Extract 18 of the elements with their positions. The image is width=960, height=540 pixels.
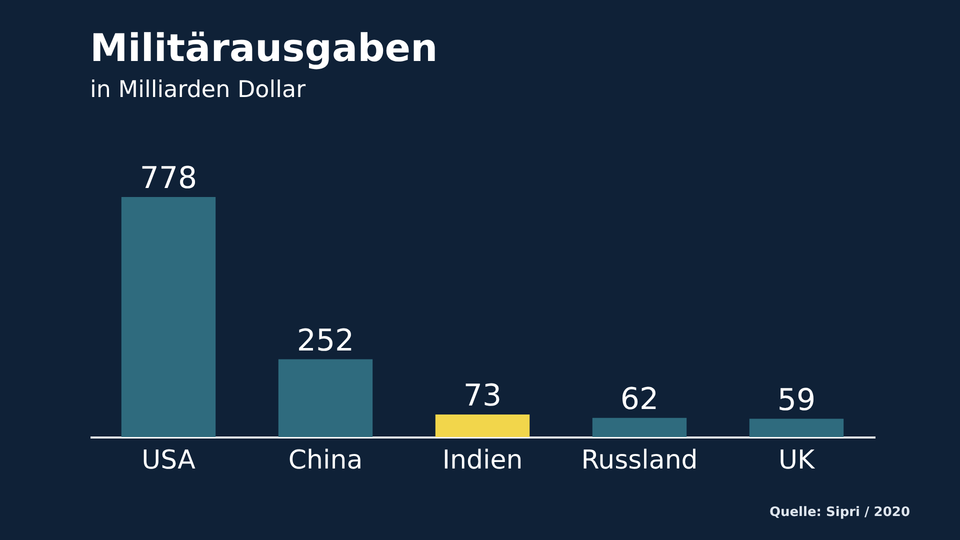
bar <box>749 418 844 437</box>
bar <box>435 414 530 437</box>
source-note: Quelle: Sipri / 2020 <box>769 505 910 520</box>
bar <box>121 197 216 437</box>
bar <box>278 359 373 437</box>
chart-title: Militärausgaben <box>90 26 438 70</box>
x-tick-label: Indien <box>442 446 523 476</box>
x-tick-label: USA <box>142 446 196 476</box>
x-tick-label: China <box>288 446 363 476</box>
data-label: 73 <box>463 378 502 414</box>
x-tick-label: UK <box>778 446 816 476</box>
chart-subtitle: in Milliarden Dollar <box>90 77 306 103</box>
x-tick-label: Russland <box>581 446 698 476</box>
bar <box>592 418 687 437</box>
data-label: 62 <box>620 382 659 417</box>
data-label: 59 <box>777 382 816 418</box>
data-label: 252 <box>296 323 354 358</box>
data-label: 778 <box>140 161 198 196</box>
